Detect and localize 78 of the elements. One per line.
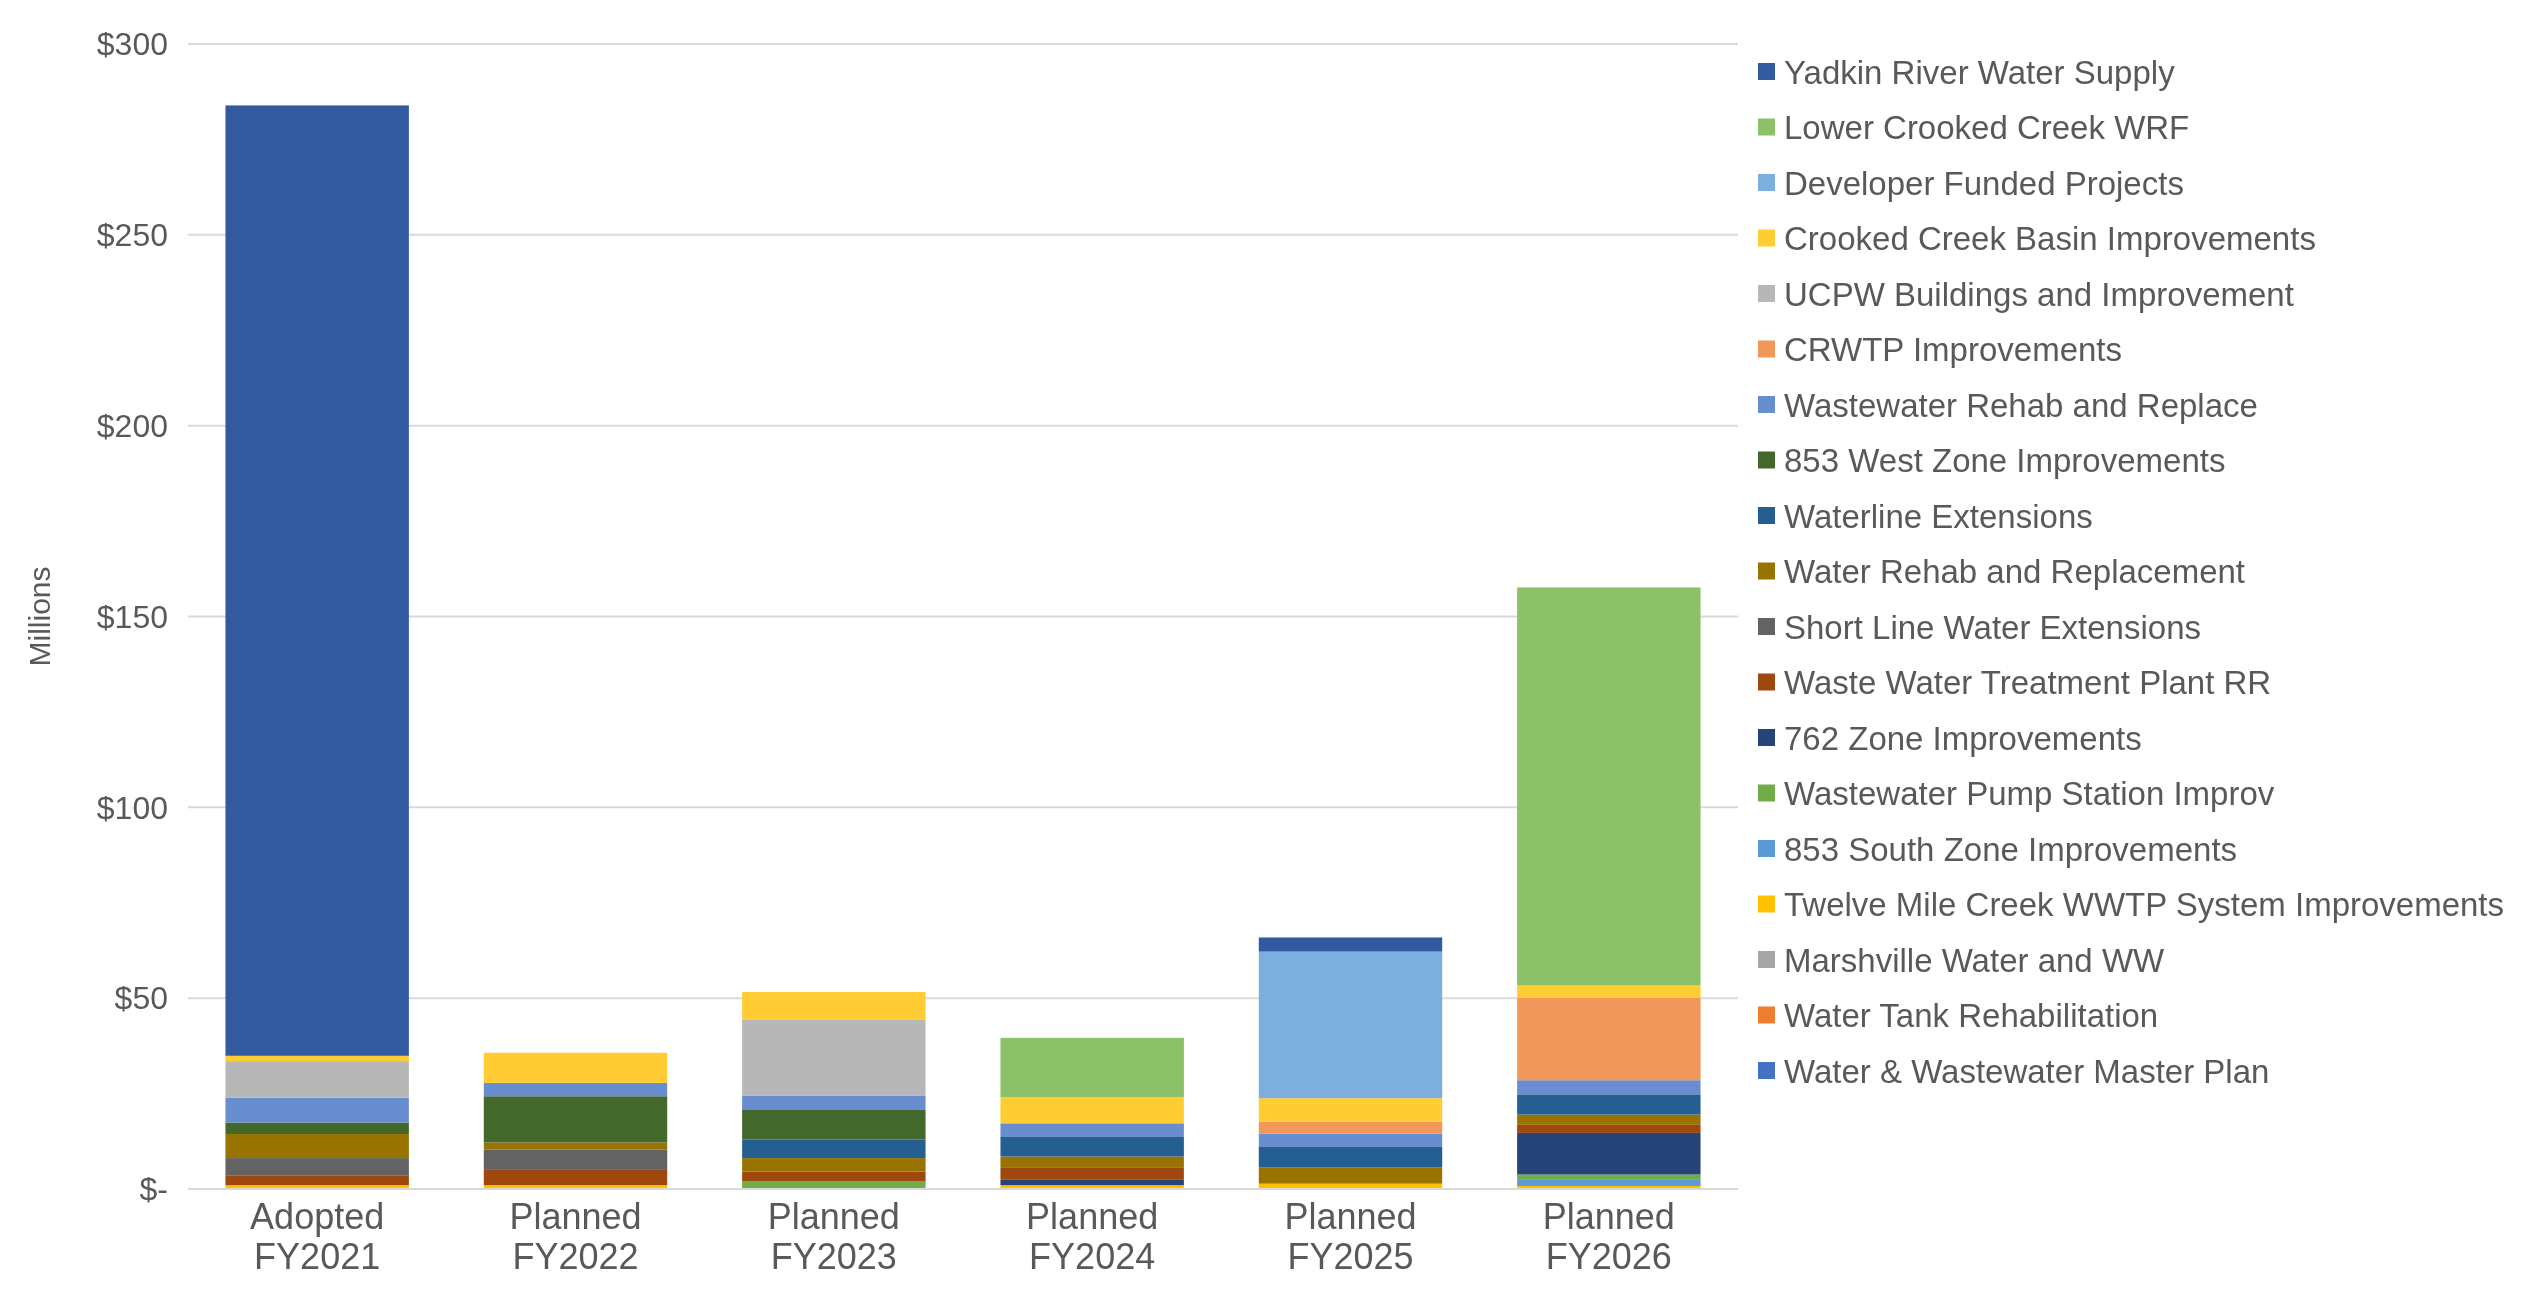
bar: [225, 1055, 409, 1062]
bar: [1258, 951, 1443, 1099]
bar: [225, 1061, 409, 1098]
bar: [1258, 937, 1443, 952]
bar: [1258, 1167, 1443, 1184]
legend-label: Water Tank Rehabilitation: [1784, 997, 2159, 1035]
legend-label: Developer Funded Projects: [1784, 164, 2184, 202]
bar: [742, 1095, 926, 1110]
y-tick-label: $250: [96, 217, 168, 254]
bar: [1517, 985, 1701, 998]
bar: [483, 1052, 668, 1083]
y-tick-label: $50: [114, 980, 168, 1017]
x-tick-label: Adopted FY2021: [250, 1196, 385, 1277]
bar: [1258, 1147, 1443, 1168]
bar: [225, 1122, 409, 1135]
bar: [742, 1109, 926, 1140]
bar: [225, 105, 409, 1056]
bar: [1000, 1123, 1184, 1137]
bar: [1000, 1097, 1184, 1124]
bar: [225, 1158, 409, 1176]
y-tick-label: $100: [96, 789, 168, 826]
legend-label: Waterline Extensions: [1784, 497, 2093, 535]
bar: [483, 1169, 668, 1186]
bar: [742, 992, 926, 1020]
bar: [483, 1096, 668, 1143]
y-tick-label: $150: [96, 598, 168, 635]
legend-label: Waste Water Treatment Plant RR: [1784, 664, 2272, 702]
bar: [1517, 997, 1701, 1081]
legend-label: Water & Wastewater Master Plan: [1784, 1052, 2270, 1090]
bar: [1000, 1179, 1184, 1186]
bar: [1258, 1133, 1443, 1148]
bar: [225, 1097, 409, 1123]
legend-label: Short Line Water Extensions: [1784, 608, 2201, 646]
bar: [483, 1142, 668, 1150]
x-tick-label: Planned FY2025: [1284, 1196, 1417, 1277]
bar: [742, 1139, 926, 1159]
bar: [1517, 1132, 1701, 1175]
legend-label: CRWTP Improvements: [1784, 331, 2123, 369]
y-tick-label: $300: [96, 26, 168, 63]
legend-label: Wastewater Pump Station Improv: [1784, 775, 2275, 813]
bar: [1517, 1094, 1701, 1115]
bar: [1000, 1136, 1184, 1157]
legend-label: 762 Zone Improvements: [1784, 719, 2142, 757]
y-tick-label: $200: [96, 407, 168, 444]
legend-label: 853 South Zone Improvements: [1784, 830, 2238, 868]
legend-label: UCPW Buildings and Improvement: [1784, 275, 2294, 313]
bar: [1517, 1114, 1701, 1125]
bar: [1517, 1080, 1701, 1095]
legend-label: 853 West Zone Improvements: [1784, 442, 2226, 480]
x-tick-label: Planned FY2026: [1542, 1196, 1675, 1277]
legend-label: Twelve Mile Creek WWTP System Improvements: [1784, 886, 2505, 924]
legend-label: Marshville Water and WW: [1784, 941, 2166, 979]
bar: [1517, 587, 1701, 986]
y-axis-title: Millions: [23, 566, 56, 667]
bar: [483, 1149, 668, 1170]
bar: [1517, 1124, 1701, 1133]
bar: [1517, 1179, 1701, 1186]
x-tick-label: Planned FY2023: [767, 1196, 900, 1277]
bar: [1000, 1156, 1184, 1168]
bar: [225, 1134, 409, 1159]
bar: [1258, 1121, 1443, 1134]
bar: [1000, 1037, 1184, 1098]
x-tick-label: Planned FY2022: [509, 1196, 642, 1277]
bar: [1000, 1167, 1184, 1180]
legend-label: Lower Crooked Creek WRF: [1784, 109, 2190, 147]
legend-label: Water Rehab and Replacement: [1784, 553, 2246, 591]
x-tick-label: Planned FY2024: [1026, 1196, 1159, 1277]
bar: [742, 1019, 926, 1096]
bar: [483, 1082, 668, 1097]
bar: [742, 1171, 926, 1181]
bar: [1258, 1098, 1443, 1122]
bar: [225, 1175, 409, 1186]
bar: [742, 1158, 926, 1172]
y-tick-label: $-: [139, 1171, 168, 1208]
legend-label: Crooked Creek Basin Improvements: [1784, 220, 2316, 258]
legend-label: Yadkin River Water Supply: [1784, 53, 2176, 91]
legend-label: Wastewater Rehab and Replace: [1784, 386, 2258, 424]
bar: [1517, 1174, 1701, 1180]
